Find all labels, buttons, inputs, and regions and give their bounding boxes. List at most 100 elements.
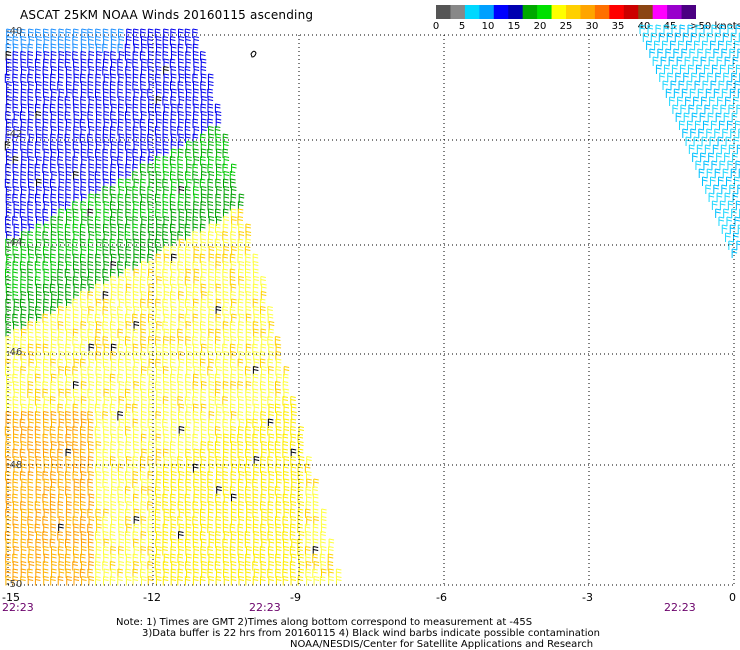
wind-barb bbox=[714, 89, 719, 98]
wind-barb bbox=[705, 145, 710, 154]
wind-barb bbox=[640, 25, 645, 34]
wind-barb bbox=[695, 41, 700, 50]
wind-barb bbox=[664, 65, 669, 74]
wind-barb bbox=[716, 73, 721, 82]
wind-barb bbox=[647, 41, 652, 50]
wind-barb bbox=[697, 105, 702, 114]
lat-label-42: -42 bbox=[6, 129, 22, 140]
wind-barb bbox=[28, 577, 33, 586]
wind-barb bbox=[719, 121, 724, 130]
wind-barb bbox=[691, 129, 696, 138]
wind-barb bbox=[133, 577, 138, 586]
wind-barb bbox=[722, 49, 727, 58]
wind-barb bbox=[718, 137, 723, 146]
wind-barb bbox=[724, 209, 729, 218]
wind-barb bbox=[707, 169, 712, 178]
wind-barb bbox=[668, 73, 673, 82]
wind-barb bbox=[706, 49, 711, 58]
lat-label-50: -50 bbox=[6, 579, 22, 590]
wind-barb bbox=[719, 217, 724, 226]
note-line-1: Note: 1) Times are GMT 2)Times along bot… bbox=[116, 617, 532, 628]
wind-barb bbox=[735, 81, 740, 90]
wind-barb bbox=[690, 49, 695, 58]
wind-barb bbox=[307, 577, 312, 586]
wind-barb bbox=[703, 41, 708, 50]
wind-barb bbox=[717, 153, 722, 162]
wind-barb bbox=[724, 73, 729, 82]
wind-barb bbox=[89, 577, 94, 586]
wind-barb bbox=[717, 57, 722, 66]
wind-barb bbox=[712, 161, 717, 170]
wind-barb bbox=[700, 113, 705, 122]
wind-barb bbox=[725, 57, 730, 66]
wind-barb bbox=[721, 145, 726, 154]
wind-barb bbox=[667, 33, 672, 42]
wind-barb bbox=[643, 33, 648, 42]
wind-barb bbox=[727, 121, 732, 130]
wind-barb bbox=[733, 57, 738, 66]
wind-barb bbox=[711, 41, 716, 50]
wind-barb bbox=[735, 177, 740, 186]
wind-barb bbox=[699, 169, 704, 178]
wind-barb bbox=[702, 97, 707, 106]
wind-barb bbox=[314, 577, 319, 586]
wind-barb bbox=[697, 145, 702, 154]
lon-label-0: 0 bbox=[729, 591, 736, 604]
wind-barb bbox=[704, 65, 709, 74]
wind-barb bbox=[704, 161, 709, 170]
wind-barb bbox=[733, 153, 738, 162]
wind-barb bbox=[722, 225, 727, 234]
wind-barb bbox=[715, 129, 720, 138]
lon-label-12: -12 bbox=[143, 591, 161, 604]
wind-barb bbox=[686, 97, 691, 106]
wind-barb bbox=[716, 209, 721, 218]
wind-barb bbox=[694, 97, 699, 106]
lat-label-40: -40 bbox=[6, 26, 22, 37]
lon-label-9: -9 bbox=[290, 591, 301, 604]
wind-barb bbox=[686, 137, 691, 146]
wind-barb bbox=[696, 161, 701, 170]
wind-barb bbox=[246, 577, 251, 586]
wind-barb bbox=[231, 577, 236, 586]
wind-barb bbox=[682, 89, 687, 98]
wind-barb bbox=[655, 41, 660, 50]
wind-barb bbox=[707, 33, 712, 42]
wind-barb bbox=[734, 137, 739, 146]
lon-label-3: -3 bbox=[582, 591, 593, 604]
wind-barb bbox=[730, 89, 735, 98]
lat-label-48: -48 bbox=[6, 460, 22, 471]
wind-barb bbox=[656, 65, 661, 74]
wind-barb bbox=[699, 33, 704, 42]
wind-barb bbox=[683, 33, 688, 42]
wind-barb bbox=[734, 97, 739, 106]
wind-barb bbox=[706, 89, 711, 98]
wind-barb bbox=[726, 97, 731, 106]
wind-barb bbox=[671, 81, 676, 90]
wind-barb bbox=[659, 33, 664, 42]
wind-barb bbox=[687, 81, 692, 90]
wind-barb bbox=[720, 65, 725, 74]
wind-barb bbox=[701, 153, 706, 162]
wind-barb bbox=[709, 57, 714, 66]
wind-barb bbox=[731, 33, 736, 42]
wind-barb bbox=[650, 49, 655, 58]
wind-barb bbox=[694, 137, 699, 146]
wind-barb bbox=[669, 57, 674, 66]
wind-barb bbox=[663, 81, 668, 90]
island-outline bbox=[251, 51, 256, 57]
wind-barb bbox=[678, 97, 683, 106]
wind-barb bbox=[704, 25, 709, 34]
wind-barb bbox=[680, 25, 685, 34]
time-label-right: 22:23 bbox=[664, 601, 696, 614]
lon-label-6: -6 bbox=[436, 591, 447, 604]
wind-barb bbox=[712, 201, 717, 210]
wind-barb bbox=[658, 49, 663, 58]
wind-barb bbox=[74, 577, 79, 586]
wind-barb bbox=[720, 201, 725, 210]
wind-barb bbox=[719, 177, 724, 186]
time-label-middle: 22:23 bbox=[249, 601, 281, 614]
wind-barb bbox=[727, 41, 732, 50]
wind-barb bbox=[691, 33, 696, 42]
wind-barb bbox=[666, 89, 671, 98]
lat-label-44: -44 bbox=[6, 237, 22, 248]
